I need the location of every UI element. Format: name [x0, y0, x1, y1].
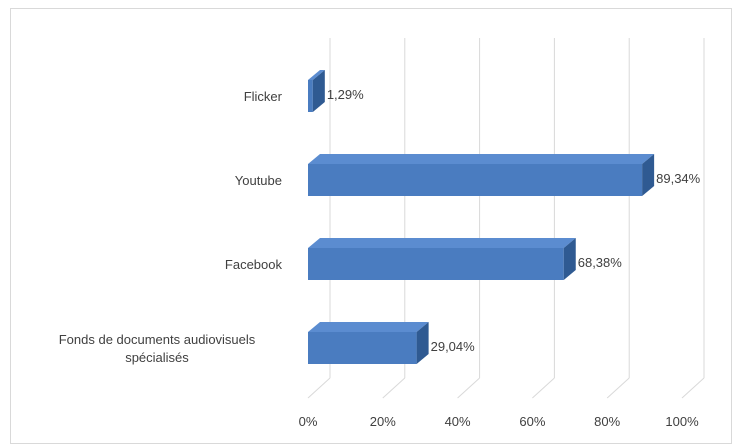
gridline-100 [681, 38, 705, 399]
bar-side-face [563, 238, 576, 280]
bars [308, 70, 655, 364]
bar-side-face [312, 70, 325, 112]
value-label: 1,29% [327, 87, 364, 102]
category-label: Flicker [244, 89, 283, 104]
chart-frame [10, 8, 732, 444]
gridline-40 [457, 38, 481, 399]
x-tick-label: 0% [299, 414, 318, 429]
bar-top-face [308, 238, 576, 248]
gridline-0 [307, 38, 331, 399]
category-label: Facebook [225, 257, 283, 272]
bar [308, 70, 325, 112]
x-tick-label: 80% [594, 414, 620, 429]
x-tick-label: 20% [370, 414, 396, 429]
bar-front-face [308, 164, 643, 196]
gridline-60 [532, 38, 555, 399]
bar [308, 322, 429, 364]
value-label: 29,04% [431, 339, 476, 354]
bar-side-face [416, 322, 429, 364]
bar-front-face [308, 248, 564, 280]
bar [308, 154, 655, 196]
bar [308, 238, 576, 280]
bar-front-face [308, 332, 417, 364]
labels: 0% 20% 40% 60% 80% 100% 1,29% Flicker 89,34% Yout… [59, 87, 701, 429]
gridline-20 [382, 38, 406, 399]
x-tick-label: 100% [665, 414, 699, 429]
x-tick-label: 40% [445, 414, 471, 429]
bar-front-face [308, 80, 313, 112]
value-label: 68,38% [578, 255, 623, 270]
gridlines [307, 38, 705, 399]
bar-top-face [308, 154, 655, 164]
bar-side-face [642, 154, 655, 196]
x-tick-label: 60% [519, 414, 545, 429]
category-label: Fonds de documents audiovisuels spécialis… [59, 332, 256, 365]
category-label: Youtube [235, 173, 282, 188]
gridline-80 [606, 38, 630, 399]
bar-top-face [308, 70, 325, 80]
bar-top-face [308, 322, 429, 332]
value-label: 89,34% [656, 171, 701, 186]
